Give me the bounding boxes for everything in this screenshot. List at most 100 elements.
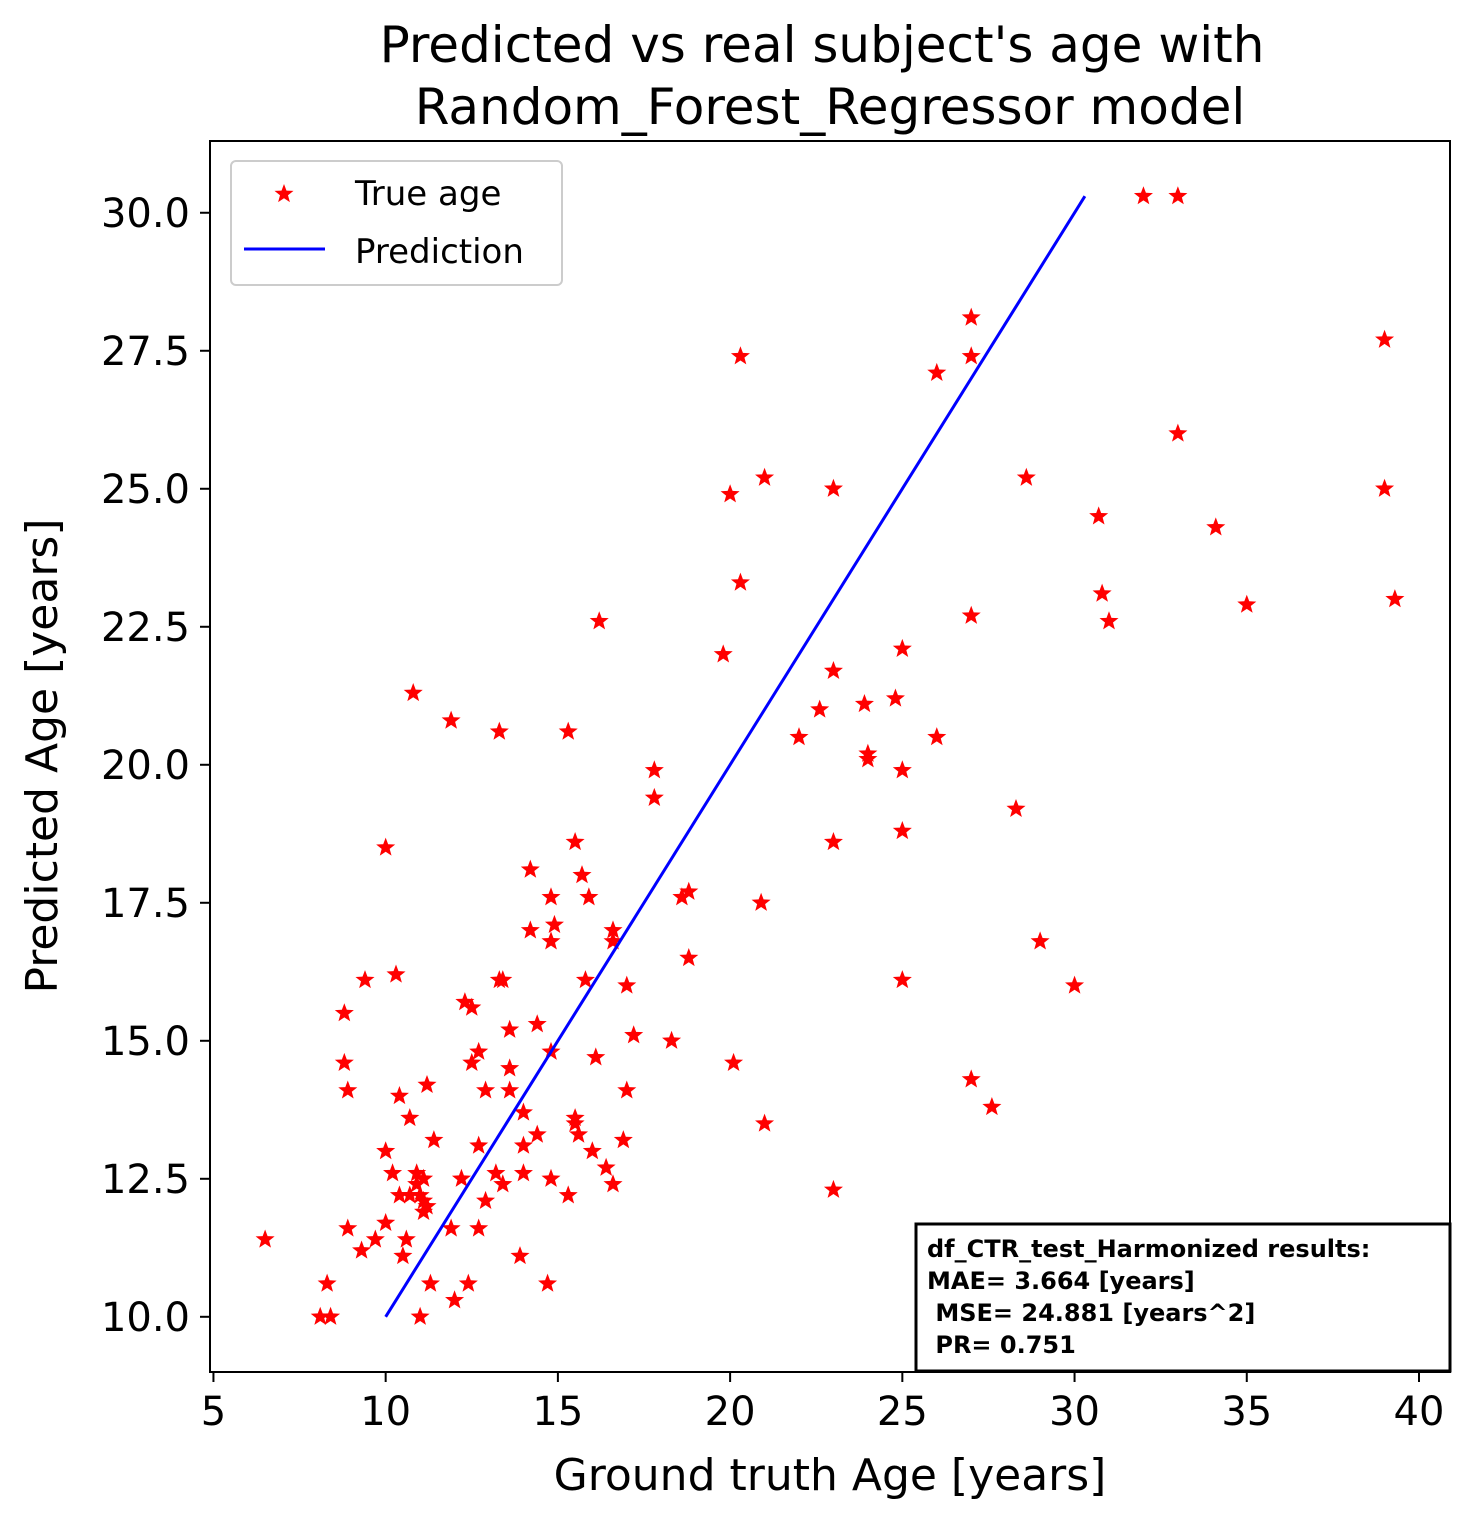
data-point-137: [1375, 478, 1395, 497]
data-point-27: [414, 1168, 434, 1187]
prediction-line: [384, 195, 1087, 1318]
data-point-91: [662, 1030, 682, 1049]
data-point-33: [424, 1130, 444, 1149]
data-point-61: [527, 1014, 547, 1033]
data-point-121: [961, 605, 981, 624]
data-point-57: [513, 1135, 533, 1154]
data-point-100: [751, 892, 771, 911]
data-point-68: [544, 914, 564, 933]
data-point-86: [617, 975, 637, 994]
data-point-87: [617, 1080, 637, 1099]
data-point-117: [927, 362, 947, 381]
x-tick-label-35: 35: [1221, 1389, 1272, 1435]
y-tick-label-12.5: 12.5: [101, 1157, 190, 1203]
data-point-44: [469, 1218, 489, 1237]
data-point-46: [476, 1190, 496, 1209]
results-box-frame: [914, 1222, 1452, 1373]
data-point-9: [355, 970, 375, 989]
data-point-96: [720, 484, 740, 503]
data-point-67: [541, 1168, 561, 1187]
legend-label-prediction: Prediction: [355, 232, 524, 272]
data-point-6: [338, 1080, 358, 1099]
chart-title: Predicted vs real subject's age with Ran…: [380, 16, 1265, 136]
data-point-106: [823, 660, 843, 680]
data-point-107: [823, 832, 843, 851]
data-point-101: [755, 467, 775, 486]
y-tick-label-25: 25.0: [101, 467, 190, 513]
data-point-58: [513, 1163, 533, 1182]
results-line-pr: PR= 0.751: [927, 1331, 1076, 1359]
x-tick-label-10: 10: [360, 1389, 411, 1435]
data-point-77: [579, 887, 599, 906]
results-line-1: df_CTR_test_Harmonized results:: [927, 1235, 1370, 1263]
data-point-11: [376, 1212, 396, 1232]
data-point-39: [458, 1273, 478, 1292]
data-point-134: [1206, 517, 1226, 536]
data-point-47: [486, 1163, 506, 1182]
data-point-53: [500, 1058, 520, 1077]
data-point-79: [586, 1047, 606, 1066]
data-point-81: [596, 1157, 616, 1176]
prediction-line-layer: [384, 195, 1087, 1318]
legend-marker-true-age: [274, 184, 294, 203]
data-point-37: [451, 1168, 471, 1187]
data-point-97: [724, 1052, 744, 1071]
data-point-43: [469, 1135, 489, 1154]
legend-label-true-age: True age: [354, 174, 501, 214]
data-point-129: [1092, 583, 1112, 602]
legend-box: [230, 160, 563, 286]
data-point-8: [352, 1240, 372, 1259]
data-point-59: [520, 920, 540, 939]
data-point-104: [810, 699, 830, 718]
data-point-42: [469, 1041, 489, 1060]
data-point-29: [414, 1190, 434, 1209]
data-point-122: [961, 1069, 981, 1088]
y-tick-label-22.5: 22.5: [101, 605, 190, 651]
results-line-mse: MSE= 24.881 [years^2]: [927, 1299, 1255, 1327]
data-point-23: [407, 1174, 427, 1193]
data-point-14: [383, 1163, 403, 1182]
data-point-126: [1030, 931, 1050, 950]
data-point-138: [1385, 589, 1405, 608]
data-point-45: [476, 1080, 496, 1099]
data-point-22: [403, 683, 423, 702]
data-point-111: [858, 749, 878, 768]
data-point-127: [1065, 975, 1085, 994]
data-point-55: [510, 1246, 530, 1265]
data-point-62: [527, 1124, 547, 1143]
data-point-25: [410, 1185, 430, 1204]
data-point-2: [317, 1273, 337, 1292]
y-tick-label-15: 15.0: [101, 1019, 190, 1065]
data-point-102: [755, 1113, 775, 1132]
x-tick-label-5: 5: [201, 1389, 226, 1435]
data-point-74: [569, 1124, 589, 1143]
y-axis-ticks: 10.0 12.5 15.0 17.5 20.0 22.5 25.0 27.5 30.0: [101, 191, 210, 1341]
x-tick-label-40: 40: [1394, 1389, 1445, 1435]
legend-star-icon: [274, 184, 294, 203]
data-point-20: [400, 1185, 420, 1204]
data-point-18: [393, 1246, 413, 1265]
data-point-133: [1168, 423, 1188, 442]
data-point-54: [500, 1080, 520, 1099]
data-point-113: [892, 638, 912, 657]
data-point-80: [589, 611, 609, 630]
data-point-63: [538, 1273, 558, 1292]
data-point-19: [396, 1229, 416, 1248]
data-point-94: [679, 947, 699, 967]
data-point-26: [410, 1306, 430, 1325]
data-point-21: [400, 1108, 420, 1127]
data-point-103: [789, 727, 809, 746]
x-axis-ticks: 5 10 15 20 25 30 35 40: [201, 1372, 1445, 1435]
data-point-16: [389, 1185, 409, 1204]
data-point-10: [365, 1229, 385, 1248]
data-point-13: [376, 837, 396, 856]
data-point-0: [255, 1229, 275, 1248]
data-point-128: [1089, 506, 1109, 525]
data-point-114: [892, 760, 912, 779]
data-point-88: [624, 1025, 644, 1044]
data-point-56: [513, 1102, 533, 1121]
data-point-35: [441, 710, 461, 729]
data-point-4: [334, 1052, 354, 1071]
data-point-52: [500, 1019, 520, 1038]
data-point-51: [493, 1174, 513, 1193]
